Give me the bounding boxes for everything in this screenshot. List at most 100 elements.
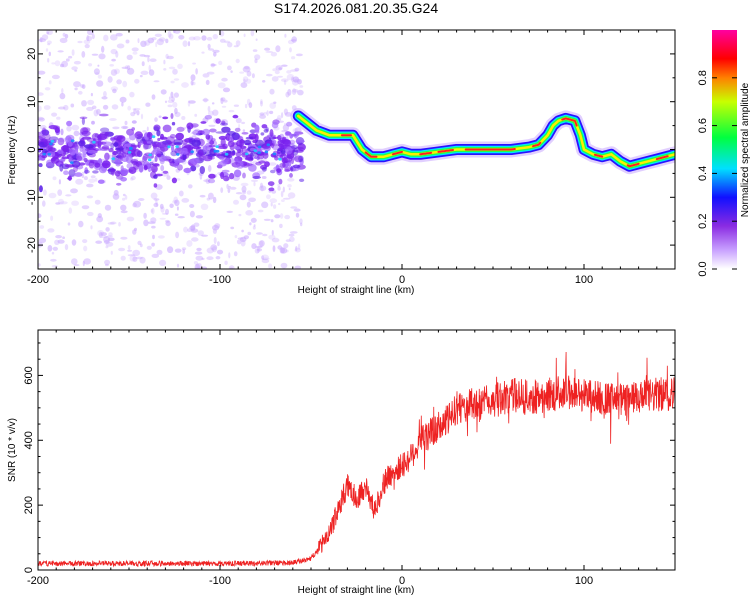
heatmap-noise-blob [38,70,46,75]
heatmap-noise-blob [206,247,214,254]
heatmap-noise-blob [269,110,274,115]
heatmap-noise-blob [212,49,220,53]
heatmap-noise-blob [47,228,55,233]
heatmap-band-blob [248,164,257,172]
heatmap-noise-blob [283,197,291,200]
heatmap-noise-blob [140,70,149,76]
heatmap-noise-blob [238,213,242,217]
heatmap-noise-blob [254,245,263,249]
heatmap-noise-blob [98,53,106,60]
heatmap-noise-blob [126,216,135,222]
heatmap-noise-blob [110,48,118,55]
heatmap-noise-blob [153,198,160,201]
heatmap-band-blob [279,144,285,150]
heatmap-noise-blob [273,101,277,104]
heatmap-noise-blob [284,214,291,220]
heatmap-noise-blob [48,192,57,199]
heatmap-band-blob [100,131,110,136]
ridge-peak [364,151,378,158]
heatmap-noise-blob [212,34,218,40]
heatmap-noise-blob [142,130,147,133]
heatmap-band-blob [236,163,244,169]
heatmap-noise-blob [122,197,126,201]
heatmap-noise-blob [286,73,295,81]
heatmap-peak-blob [49,142,53,146]
heatmap-band-blob [169,134,176,139]
heatmap-noise-blob [207,110,214,117]
heatmap-noise-blob [80,84,85,88]
heatmap-noise-blob [68,207,73,214]
heatmap-noise-blob [249,222,252,226]
heatmap-noise-blob [125,137,131,143]
spectrogram-heatmap [38,30,675,269]
heatmap-noise-blob [295,53,303,57]
heatmap-noise-blob [289,231,298,234]
heatmap-noise-blob [84,44,90,49]
heatmap-noise-blob [224,40,231,44]
heatmap-noise-blob [132,256,138,263]
heatmap-noise-blob [135,256,143,260]
heatmap-noise-blob [262,233,268,237]
heatmap-noise-blob [41,34,49,41]
heatmap-noise-blob [60,63,65,68]
heatmap-band-blob [222,150,227,154]
heatmap-noise-blob [45,48,49,52]
heatmap-noise-blob [121,102,124,107]
heatmap-noise-blob [246,98,251,106]
heatmap-band-blob [245,136,254,140]
snr-frame [37,329,676,571]
heatmap-noise-blob [236,239,242,245]
heatmap-noise-blob [116,43,125,49]
heatmap-noise-blob [139,256,146,264]
heatmap-noise-blob [97,74,103,79]
heatmap-noise-blob [93,68,100,75]
heatmap-noise-blob [186,240,193,247]
heatmap-band-blob [222,159,228,165]
heatmap-band-blob [67,141,73,147]
heatmap-noise-blob [277,75,283,78]
heatmap-band-blob [208,144,216,148]
heatmap-noise-blob [211,102,215,105]
heatmap-peak-blob [264,150,269,154]
heatmap-noise-blob [129,255,136,262]
heatmap-noise-blob [167,246,174,254]
heatmap-band-blob [290,145,298,150]
heatmap-noise-blob [228,252,231,259]
heatmap-band-blob [263,128,269,133]
heatmap-noise-blob [207,105,211,112]
colorbar-scale [712,30,737,269]
heatmap-noise-blob [259,112,265,116]
heatmap-band-blob [58,159,65,162]
heatmap-noise-blob [56,116,61,120]
heatmap-noise-blob [219,38,226,43]
heatmap-noise-blob [248,197,256,203]
heatmap-noise-blob [277,245,283,250]
heatmap-noise-blob [183,226,188,233]
heatmap-band-blob [142,155,147,163]
heatmap-noise-blob [288,187,291,191]
heatmap-noise-blob [173,30,176,34]
heatmap-noise-blob [163,68,167,71]
heatmap-noise-blob [278,67,283,70]
heatmap-noise-blob [300,222,303,227]
heatmap-noise-blob [242,66,251,73]
heatmap-peak-blob [129,146,133,150]
heatmap-band-blob [156,142,167,149]
heatmap-noise-blob [75,178,84,185]
heatmap-band-blob [138,165,144,173]
heatmap-noise-blob [118,222,121,227]
heatmap-noise-blob [260,99,263,105]
heatmap-noise-blob [189,210,195,218]
heatmap-noise-blob [124,195,128,200]
heatmap-peak-blob [253,149,258,153]
heatmap-noise-blob [178,35,185,40]
heatmap-noise-blob [168,66,176,70]
heatmap-noise-blob [125,65,129,70]
snr-y-label: SNR (10 * v/v) [7,418,18,482]
heatmap-noise-blob [254,58,258,64]
heatmap-band-blob [171,121,176,126]
heatmap-noise-blob [177,63,183,69]
heatmap-noise-blob [193,36,201,41]
heatmap-noise-blob [195,255,204,261]
